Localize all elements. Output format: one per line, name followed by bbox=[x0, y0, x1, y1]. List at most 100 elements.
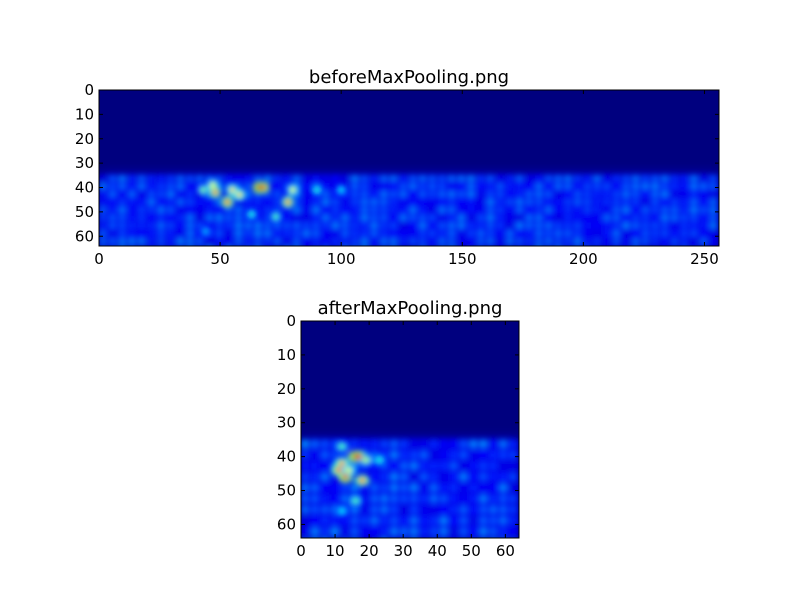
noise-cell bbox=[224, 238, 233, 245]
axes-frame bbox=[300, 320, 520, 539]
noise-cell bbox=[360, 494, 369, 504]
noise-cell bbox=[409, 230, 417, 237]
noise-cell bbox=[438, 238, 446, 245]
noise-cell bbox=[99, 191, 107, 198]
noise-cell bbox=[496, 222, 504, 229]
noise-cell bbox=[399, 238, 408, 245]
noise-cell bbox=[244, 191, 253, 198]
noise-cell bbox=[438, 175, 446, 182]
hotspot bbox=[375, 457, 383, 464]
noise-cell bbox=[602, 198, 611, 206]
noise-cell bbox=[418, 175, 427, 182]
noise-cell bbox=[489, 439, 498, 449]
noise-cell bbox=[410, 527, 418, 536]
noise-cell bbox=[525, 206, 533, 214]
noise-cell bbox=[509, 450, 518, 460]
noise-cell bbox=[467, 214, 475, 221]
noise-cell bbox=[496, 183, 504, 190]
noise-cell bbox=[631, 238, 640, 245]
noise-cell bbox=[593, 206, 601, 214]
noise-cell bbox=[499, 439, 508, 449]
noise-cell bbox=[370, 505, 379, 514]
noise-cell bbox=[176, 222, 185, 229]
noise-cell bbox=[400, 494, 409, 504]
noise-cell bbox=[467, 222, 475, 229]
noise-cell bbox=[331, 222, 340, 229]
noise-cell bbox=[234, 206, 243, 214]
noise-cell bbox=[499, 450, 508, 460]
noise-cell bbox=[340, 494, 349, 504]
noise-cell bbox=[244, 238, 253, 245]
noise-cell bbox=[429, 439, 438, 449]
noise-cell bbox=[602, 238, 611, 245]
noise-cell bbox=[166, 206, 175, 214]
noise-cell bbox=[622, 246, 630, 252]
noise-cell bbox=[215, 214, 223, 221]
noise-cell bbox=[450, 538, 458, 547]
noise-cell bbox=[525, 191, 533, 198]
noise-cell bbox=[370, 198, 378, 206]
noise-cell bbox=[499, 461, 508, 471]
noise-cell bbox=[292, 206, 301, 214]
noise-cell bbox=[554, 206, 563, 214]
noise-cell bbox=[370, 191, 378, 198]
noise-cell bbox=[147, 175, 156, 182]
noise-cell bbox=[689, 175, 698, 182]
noise-cell bbox=[390, 516, 399, 525]
noise-cell bbox=[312, 246, 320, 252]
noise-cell bbox=[244, 198, 253, 206]
noise-cell bbox=[389, 206, 398, 214]
noise-cell bbox=[273, 183, 282, 190]
noise-cell bbox=[447, 183, 456, 190]
noise-cell bbox=[534, 230, 543, 237]
noise-cell bbox=[254, 238, 262, 245]
noise-cell bbox=[486, 183, 495, 190]
noise-cell bbox=[186, 175, 194, 182]
noise-cell bbox=[379, 214, 388, 221]
noise-cell bbox=[302, 191, 311, 198]
noise-cell bbox=[310, 505, 319, 514]
noise-cell bbox=[273, 175, 282, 182]
noise-cell bbox=[534, 175, 543, 182]
noise-cell bbox=[310, 516, 319, 525]
noise-cell bbox=[593, 222, 601, 229]
noise-cell bbox=[410, 483, 418, 493]
noise-cell bbox=[310, 439, 319, 449]
noise-cell bbox=[234, 230, 243, 237]
noise-cell bbox=[283, 230, 291, 237]
noise-cell bbox=[467, 191, 475, 198]
hotspot bbox=[338, 460, 346, 467]
noise-cell bbox=[418, 183, 427, 190]
noise-cell bbox=[534, 198, 543, 206]
noise-cell bbox=[689, 238, 698, 245]
noise-cell bbox=[166, 214, 175, 221]
hotspot bbox=[260, 184, 267, 191]
noise-cell bbox=[283, 183, 291, 190]
noise-cell bbox=[244, 230, 253, 237]
noise-cell bbox=[301, 450, 309, 460]
noise-cell bbox=[379, 222, 388, 229]
noise-cell bbox=[680, 191, 688, 198]
hotspot bbox=[289, 186, 296, 193]
noise-cell bbox=[641, 191, 650, 198]
noise-cell bbox=[499, 483, 508, 493]
noise-cell bbox=[360, 483, 369, 493]
noise-cell bbox=[641, 175, 650, 182]
noise-cell bbox=[390, 461, 399, 471]
hotspot bbox=[338, 443, 346, 450]
noise-cell bbox=[699, 222, 708, 229]
noise-cell bbox=[709, 222, 718, 229]
noise-cell bbox=[670, 175, 679, 182]
noise-cell bbox=[602, 214, 611, 221]
noise-cell bbox=[438, 191, 446, 198]
noise-cell bbox=[631, 222, 640, 229]
noise-cell bbox=[641, 222, 650, 229]
noise-cell bbox=[670, 183, 679, 190]
noise-cell bbox=[350, 183, 359, 190]
noise-cell bbox=[459, 483, 468, 493]
axes-frame bbox=[98, 89, 720, 247]
noise-cell bbox=[273, 230, 282, 237]
noise-cell bbox=[379, 175, 388, 182]
noise-cell bbox=[196, 246, 204, 252]
noise-cell bbox=[505, 206, 514, 214]
